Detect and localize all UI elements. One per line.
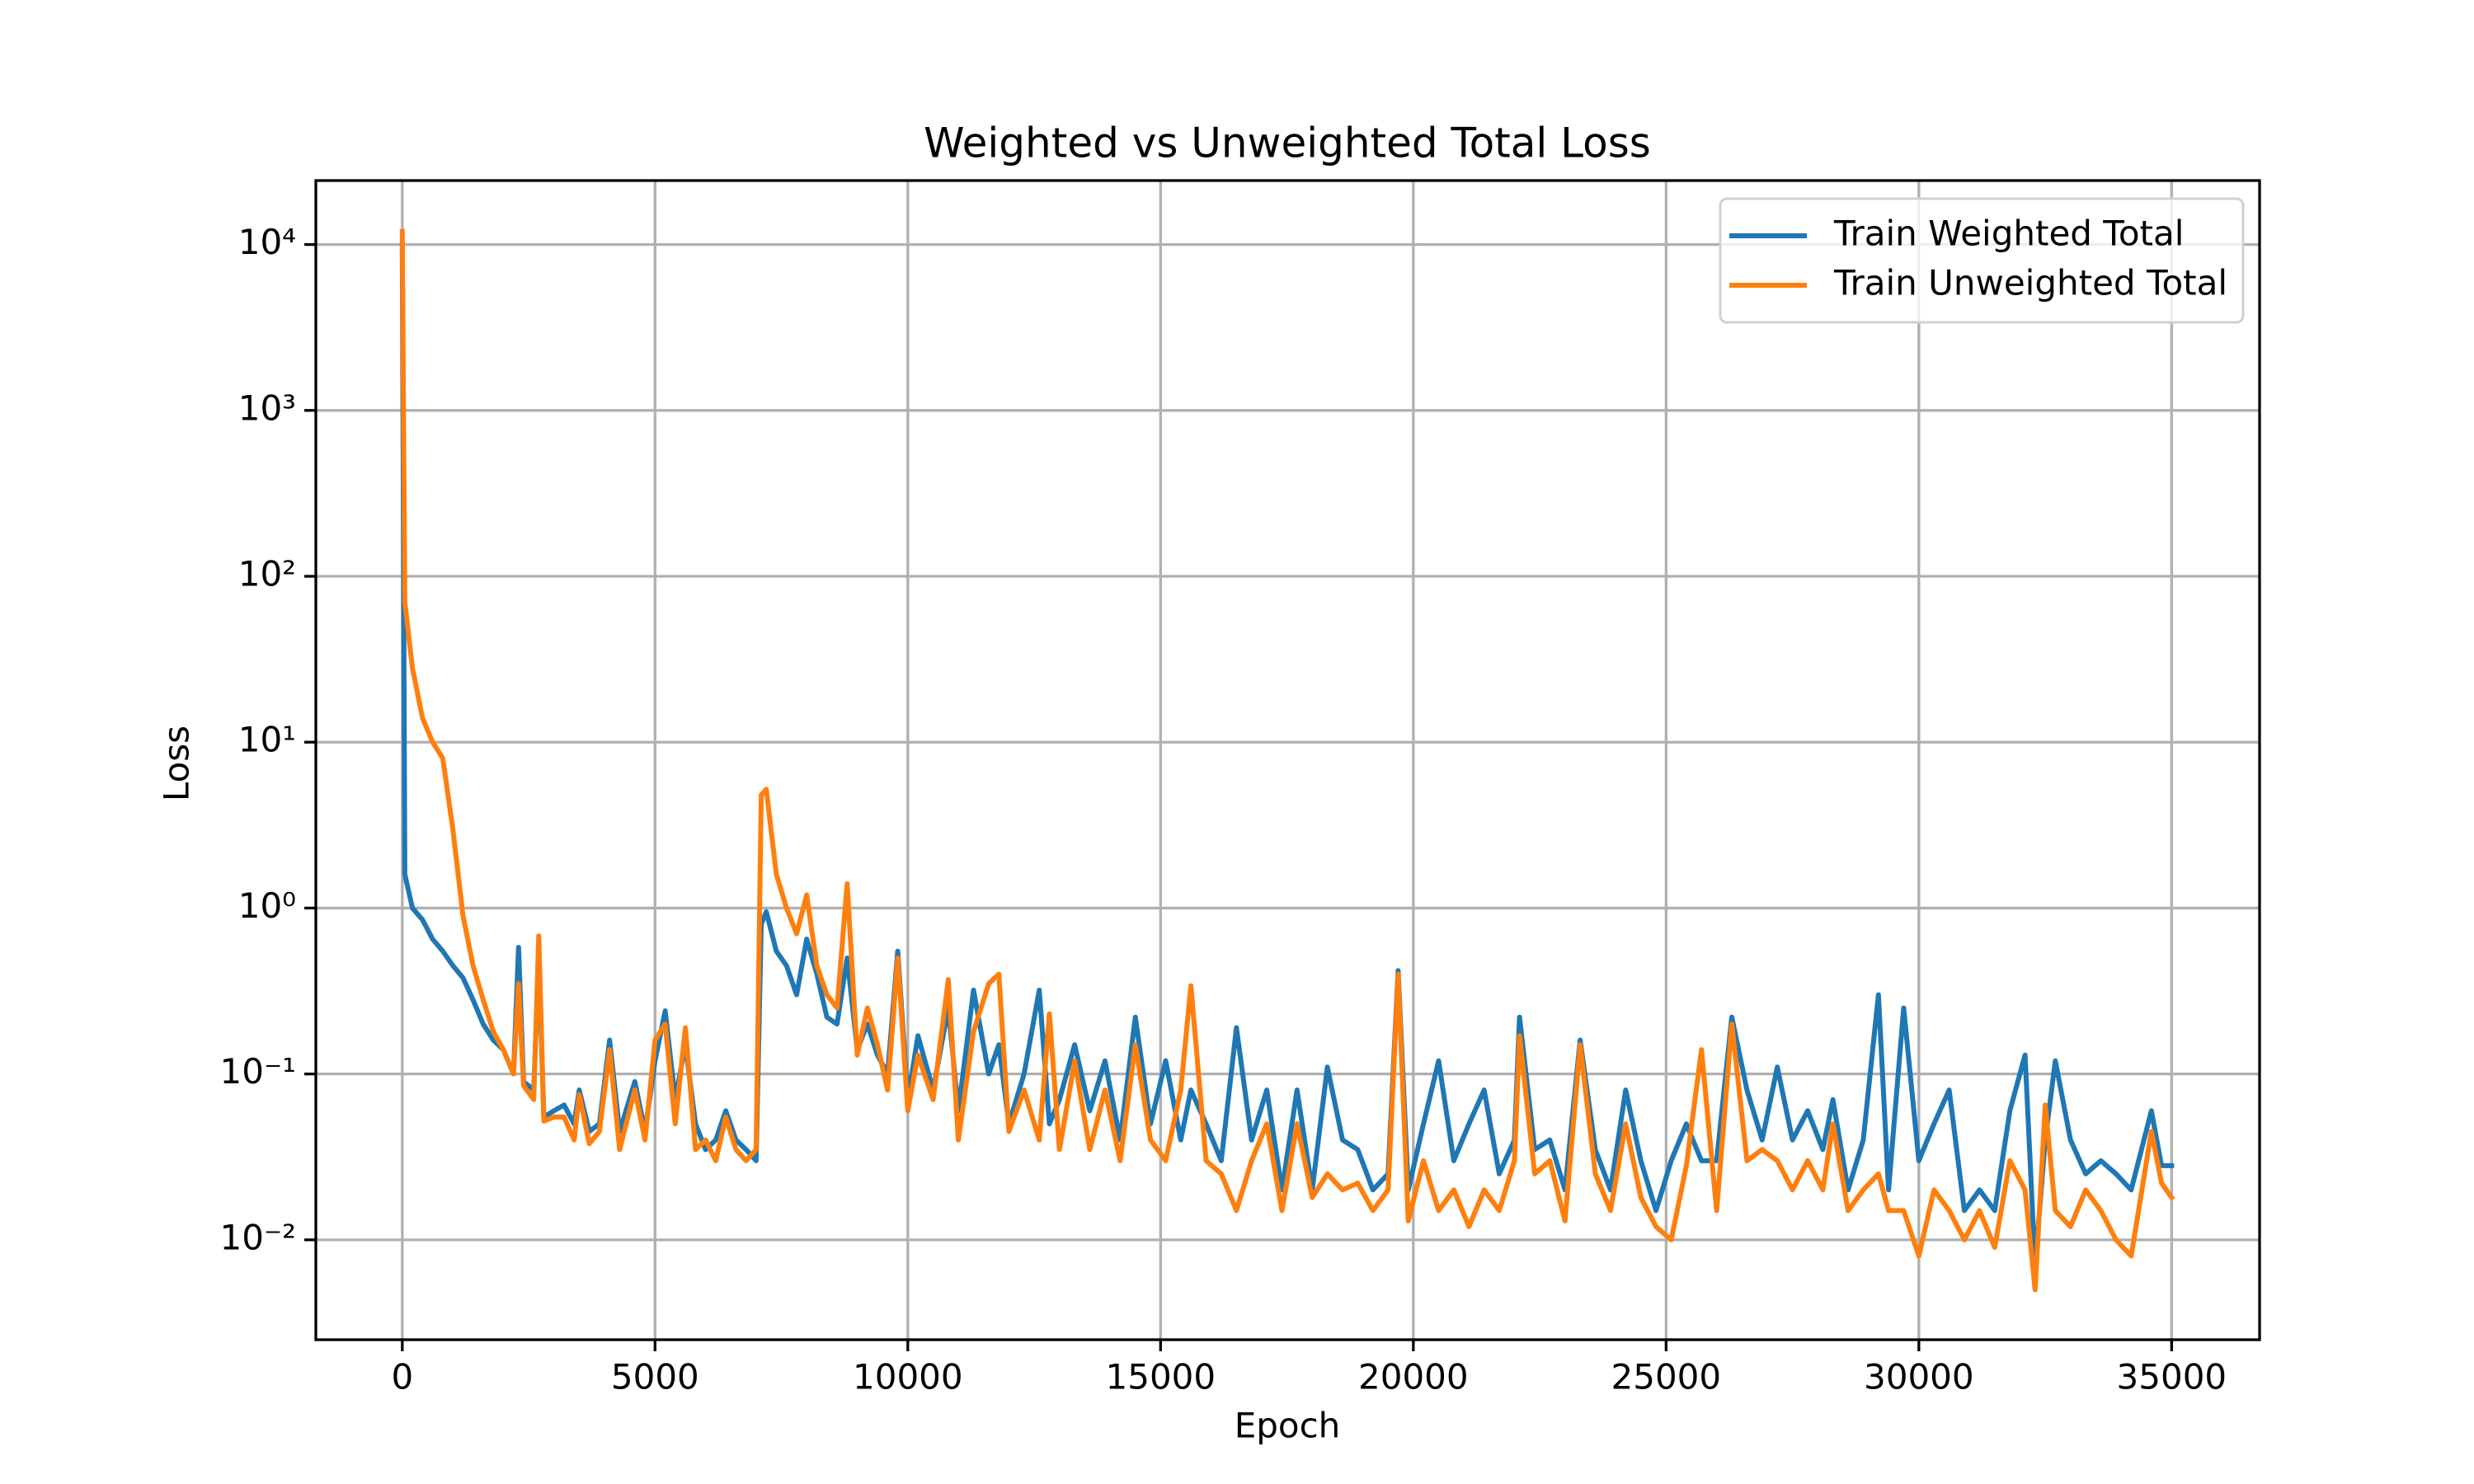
x-tick-label: 30000 [1864,1357,1974,1397]
legend-box [1719,197,2245,324]
legend-label: Train Unweighted Total [1833,263,2227,303]
x-tick-label: 15000 [1106,1357,1216,1397]
y-tick-label: 10¹ [238,720,296,760]
series-line [399,228,2175,1293]
y-tick-label: 10⁴ [238,222,296,262]
x-tick-label: 20000 [1358,1357,1469,1397]
y-tick-label: 10⁰ [238,885,296,926]
chart-title: Weighted vs Unweighted Total Loss [924,120,1651,167]
x-tick-label: 35000 [2117,1357,2227,1397]
x-tick-label: 5000 [611,1357,699,1397]
y-axis-label: Loss [157,726,197,801]
x-tick-label: 25000 [1611,1357,1722,1397]
y-tick-label: 10⁻² [220,1217,296,1257]
y-tick-label: 10³ [238,387,296,428]
y-tick-label: 10⁻¹ [220,1051,296,1092]
plot-frame [314,179,2261,1341]
y-tick-label: 10² [238,554,296,594]
x-tick-label: 0 [391,1357,413,1397]
x-tick-label: 10000 [853,1357,963,1397]
x-axis-label: Epoch [1235,1406,1341,1446]
legend-label: Train Weighted Total [1833,214,2184,254]
